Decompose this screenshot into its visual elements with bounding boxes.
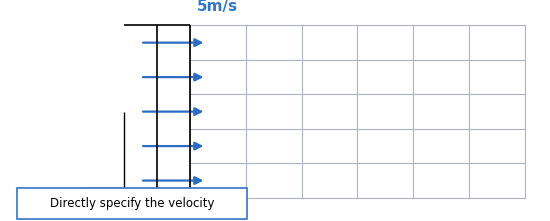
Text: Directly specify the velocity: Directly specify the velocity bbox=[50, 197, 215, 210]
FancyBboxPatch shape bbox=[16, 188, 248, 219]
Text: 5m/s: 5m/s bbox=[197, 0, 238, 14]
